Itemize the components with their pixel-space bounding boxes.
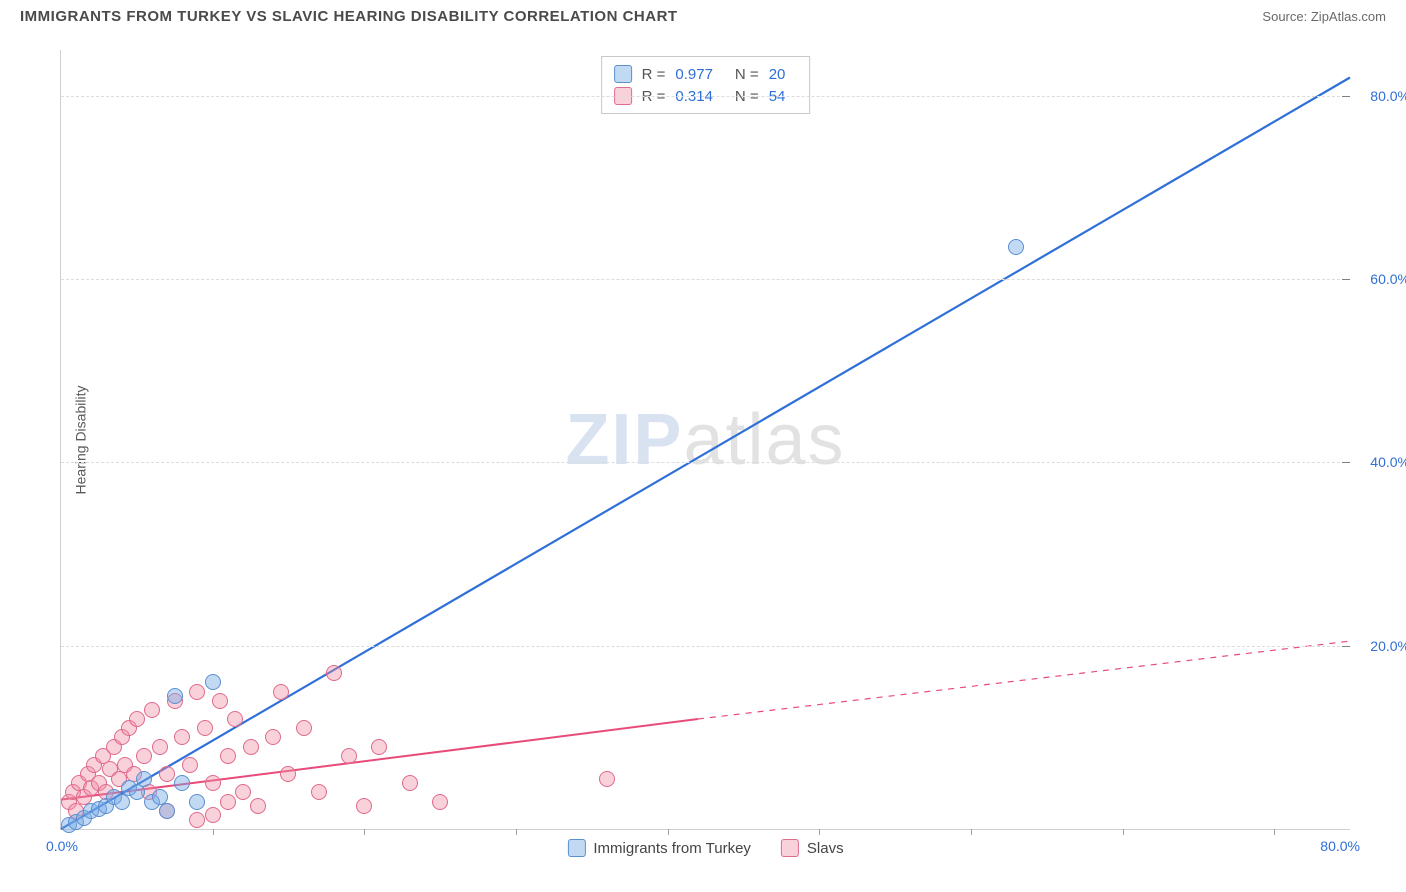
chart-title: IMMIGRANTS FROM TURKEY VS SLAVIC HEARING… <box>20 8 678 25</box>
data-point-turkey <box>159 803 175 819</box>
data-point-slavs <box>296 720 312 736</box>
data-point-slavs <box>250 798 266 814</box>
data-point-turkey <box>189 794 205 810</box>
data-point-slavs <box>599 771 615 787</box>
y-tick-label: 20.0% <box>1370 638 1406 654</box>
x-end-label: 80.0% <box>1320 838 1360 854</box>
data-point-slavs <box>205 807 221 823</box>
data-point-turkey <box>129 784 145 800</box>
gridline <box>61 646 1350 647</box>
x-tick <box>1123 829 1124 835</box>
x-origin-label: 0.0% <box>46 838 78 854</box>
n-value: 20 <box>769 66 786 83</box>
data-point-slavs <box>174 729 190 745</box>
series-legend: Immigrants from Turkey Slavs <box>567 839 843 857</box>
data-point-slavs <box>227 711 243 727</box>
data-point-slavs <box>152 739 168 755</box>
legend-label: Immigrants from Turkey <box>593 840 751 857</box>
x-tick <box>971 829 972 835</box>
data-point-slavs <box>197 720 213 736</box>
x-tick <box>213 829 214 835</box>
legend-item-turkey: Immigrants from Turkey <box>567 839 751 857</box>
y-tick-label: 80.0% <box>1370 88 1406 104</box>
x-tick <box>819 829 820 835</box>
data-point-slavs <box>144 702 160 718</box>
n-label: N = <box>735 66 759 83</box>
gridline <box>61 96 1350 97</box>
data-point-slavs <box>182 757 198 773</box>
data-point-slavs <box>205 775 221 791</box>
data-point-turkey <box>1008 239 1024 255</box>
y-tick <box>1342 96 1350 97</box>
gridline <box>61 462 1350 463</box>
data-point-slavs <box>129 711 145 727</box>
data-point-slavs <box>432 794 448 810</box>
y-tick <box>1342 279 1350 280</box>
data-point-slavs <box>220 794 236 810</box>
x-tick <box>1274 829 1275 835</box>
data-point-slavs <box>243 739 259 755</box>
data-point-slavs <box>136 748 152 764</box>
x-tick <box>668 829 669 835</box>
legend-swatch <box>781 839 799 857</box>
chart-source: Source: ZipAtlas.com <box>1262 9 1386 24</box>
watermark: ZIPatlas <box>565 399 845 481</box>
legend-label: Slavs <box>807 840 844 857</box>
data-point-turkey <box>205 674 221 690</box>
legend-swatch <box>614 65 632 83</box>
y-axis-label: Hearing Disability <box>72 385 88 494</box>
data-point-slavs <box>341 748 357 764</box>
data-point-slavs <box>402 775 418 791</box>
data-point-slavs <box>189 684 205 700</box>
regression-line <box>698 641 1350 719</box>
data-point-slavs <box>212 693 228 709</box>
legend-swatch <box>567 839 585 857</box>
data-point-turkey <box>174 775 190 791</box>
y-tick-label: 40.0% <box>1370 454 1406 470</box>
data-point-slavs <box>280 766 296 782</box>
data-point-slavs <box>189 812 205 828</box>
data-point-slavs <box>265 729 281 745</box>
stats-legend: R =0.977N =20R =0.314N =54 <box>601 56 811 114</box>
data-point-slavs <box>235 784 251 800</box>
chart-plot-area: Hearing Disability ZIPatlas R = 0.977 N = 2… <box>60 50 1350 830</box>
data-point-turkey <box>136 771 152 787</box>
stats-row: R = 0.977 N = 20 <box>614 63 798 85</box>
r-value: 0.977 <box>675 66 713 83</box>
gridline <box>61 279 1350 280</box>
data-point-turkey <box>114 794 130 810</box>
data-point-slavs <box>220 748 236 764</box>
data-point-slavs <box>159 766 175 782</box>
y-tick <box>1342 646 1350 647</box>
x-tick <box>364 829 365 835</box>
data-point-slavs <box>311 784 327 800</box>
data-point-slavs <box>371 739 387 755</box>
data-point-turkey <box>167 688 183 704</box>
y-tick-label: 60.0% <box>1370 271 1406 287</box>
regression-line <box>61 719 698 800</box>
legend-item-slavs: Slavs <box>781 839 844 857</box>
r-label: R = <box>642 66 666 83</box>
data-point-slavs <box>326 665 342 681</box>
regression-line <box>61 77 1350 829</box>
data-point-slavs <box>273 684 289 700</box>
x-tick <box>516 829 517 835</box>
y-tick <box>1342 462 1350 463</box>
data-point-slavs <box>356 798 372 814</box>
